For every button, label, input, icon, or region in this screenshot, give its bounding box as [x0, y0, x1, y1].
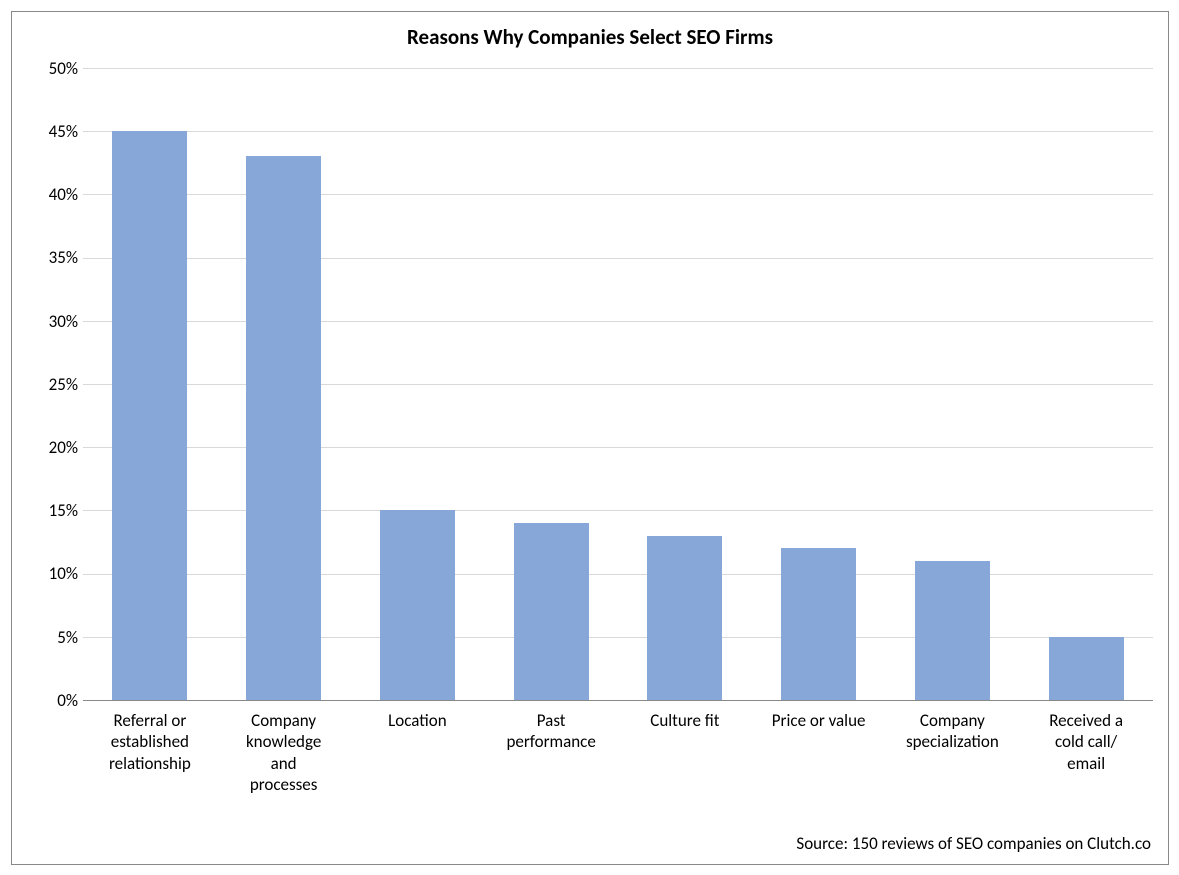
plot-area [83, 68, 1153, 700]
x-category-label: Received acold call/email [1019, 710, 1153, 774]
x-category-label: Companyknowledgeandprocesses [217, 710, 351, 795]
gridline [83, 68, 1153, 69]
y-tick-label: 35% [28, 247, 78, 268]
gridline [83, 321, 1153, 322]
y-tick-label: 30% [28, 311, 78, 332]
bar [246, 156, 321, 700]
gridline [83, 510, 1153, 511]
y-tick-label: 45% [28, 121, 78, 142]
bar [380, 510, 455, 700]
x-axis-line [83, 700, 1153, 701]
chart-title: Reasons Why Companies Select SEO Firms [11, 24, 1169, 50]
x-category-label: Pastperformance [484, 710, 618, 753]
bar [1049, 637, 1124, 700]
gridline [83, 194, 1153, 195]
chart-frame: Reasons Why Companies Select SEO Firms 0%… [0, 0, 1179, 875]
x-category-label: Price or value [752, 710, 886, 731]
bar [915, 561, 990, 700]
x-category-label: Referral orestablishedrelationship [83, 710, 217, 774]
bar [781, 548, 856, 700]
y-tick-label: 10% [28, 563, 78, 584]
gridline [83, 258, 1153, 259]
y-tick-label: 40% [28, 184, 78, 205]
y-tick-label: 0% [28, 690, 78, 711]
gridline [83, 131, 1153, 132]
x-category-label: Companyspecialization [886, 710, 1020, 753]
gridline [83, 384, 1153, 385]
x-category-label: Culture fit [618, 710, 752, 731]
y-tick-label: 50% [28, 58, 78, 79]
x-category-label: Location [351, 710, 485, 731]
gridline [83, 447, 1153, 448]
source-note: Source: 150 reviews of SEO companies on … [796, 833, 1151, 854]
y-tick-label: 15% [28, 500, 78, 521]
gridline [83, 574, 1153, 575]
bar [514, 523, 589, 700]
y-tick-label: 25% [28, 374, 78, 395]
bar [112, 131, 187, 700]
y-tick-label: 20% [28, 437, 78, 458]
y-tick-label: 5% [28, 627, 78, 648]
gridline [83, 637, 1153, 638]
bar [647, 536, 722, 700]
